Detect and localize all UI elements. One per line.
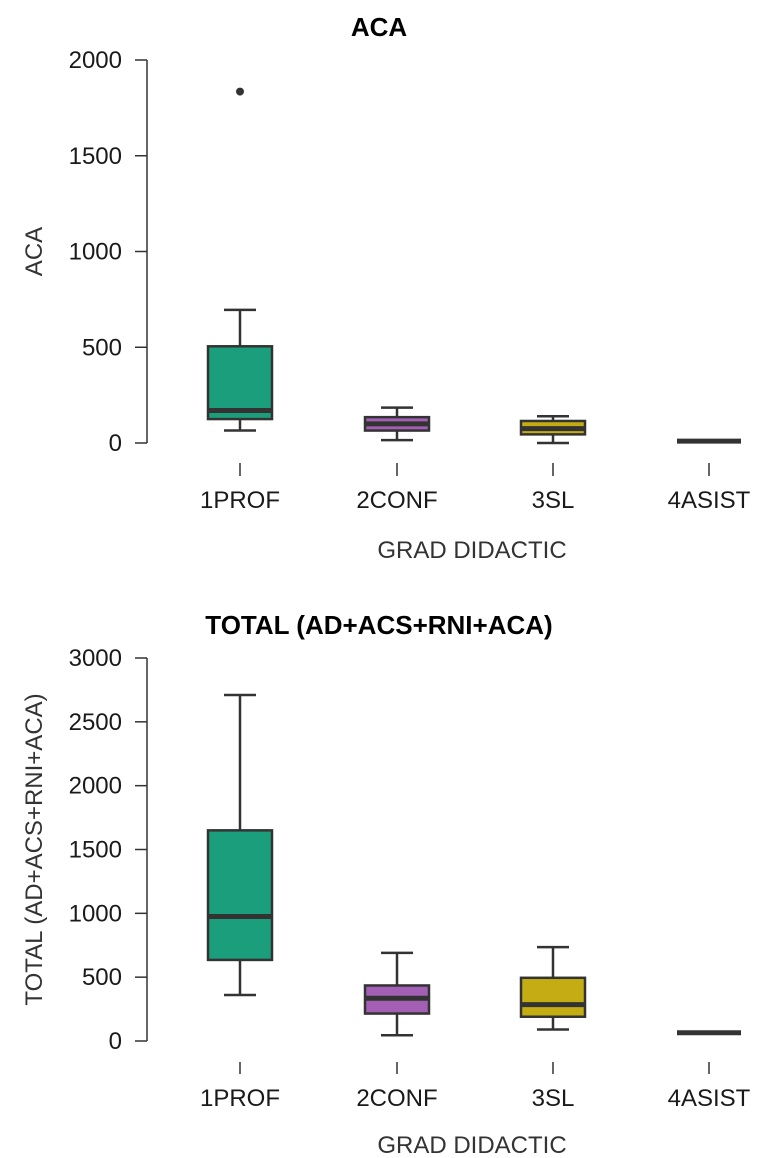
y-tick-label: 0 xyxy=(109,1028,122,1055)
y-axis-title: TOTAL (AD+ACS+RNI+ACA) xyxy=(21,693,48,1005)
x-axis-title: GRAD DIDACTIC xyxy=(377,1132,566,1158)
y-tick-label: 2500 xyxy=(69,709,122,736)
y-tick-label: 3000 xyxy=(69,645,122,672)
x-tick-label: 4ASIST xyxy=(668,1085,751,1112)
y-axis-title: ACA xyxy=(21,227,48,276)
x-axis-title: GRAD DIDACTIC xyxy=(377,537,566,564)
x-tick-label: 3SL xyxy=(532,487,575,514)
x-tick-label: 3SL xyxy=(532,1085,575,1112)
x-tick-label: 2CONF xyxy=(356,1085,437,1112)
total-boxplot-chart: TOTAL (AD+ACS+RNI+ACA) 0 500 1000 1500 2000 25… xyxy=(21,610,751,1158)
aca-boxplot-chart: ACA 0 500 1000 1500 2000 ACA 1PROF 2CONF 3SL 4ASIS… xyxy=(21,12,751,564)
y-tick-label: 1000 xyxy=(69,900,122,927)
y-tick-label: 0 xyxy=(109,430,122,457)
y-tick-label: 2000 xyxy=(69,773,122,800)
box-1prof xyxy=(206,345,274,421)
y-tick-label: 1000 xyxy=(69,239,122,266)
x-tick-label: 1PROF xyxy=(200,1085,280,1112)
y-tick-label: 1500 xyxy=(69,143,122,170)
y-tick-label: 500 xyxy=(82,334,122,361)
y-tick-label: 1500 xyxy=(69,837,122,864)
chart-title: TOTAL (AD+ACS+RNI+ACA) xyxy=(205,610,552,640)
box-1prof xyxy=(206,829,274,962)
x-tick-label: 1PROF xyxy=(200,487,280,514)
box-3sl xyxy=(519,976,587,1018)
outlier-point xyxy=(236,87,244,96)
y-tick-label: 500 xyxy=(82,964,122,991)
chart-title: ACA xyxy=(351,12,408,42)
x-tick-label: 2CONF xyxy=(356,487,437,514)
y-tick-label: 2000 xyxy=(69,47,122,74)
x-tick-label: 4ASIST xyxy=(668,487,751,514)
